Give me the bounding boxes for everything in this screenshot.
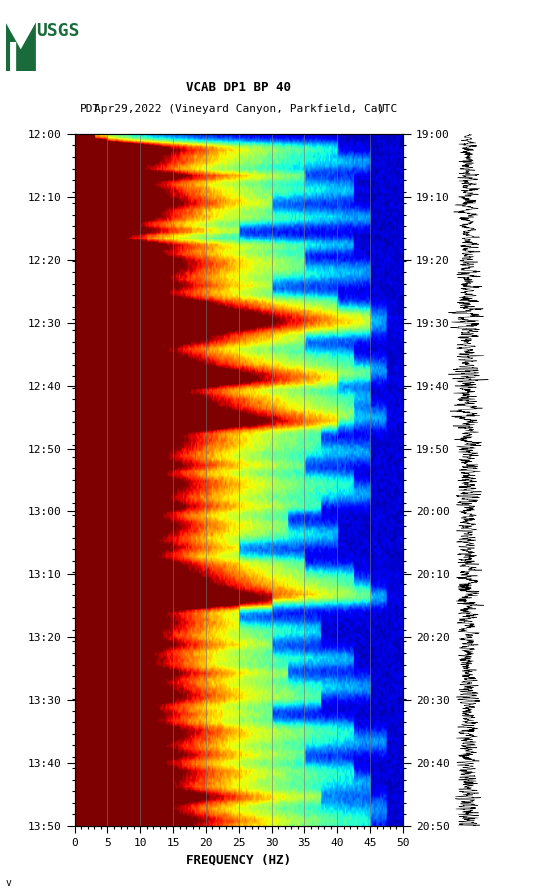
Text: PDT: PDT (80, 104, 100, 114)
Text: Apr29,2022 (Vineyard Canyon, Parkfield, Ca): Apr29,2022 (Vineyard Canyon, Parkfield, … (94, 104, 384, 114)
Text: UTC: UTC (377, 104, 397, 114)
X-axis label: FREQUENCY (HZ): FREQUENCY (HZ) (186, 854, 291, 866)
Text: USGS: USGS (36, 22, 79, 40)
Polygon shape (6, 22, 36, 71)
Text: VCAB DP1 BP 40: VCAB DP1 BP 40 (186, 80, 291, 94)
Text: v: v (6, 878, 12, 888)
